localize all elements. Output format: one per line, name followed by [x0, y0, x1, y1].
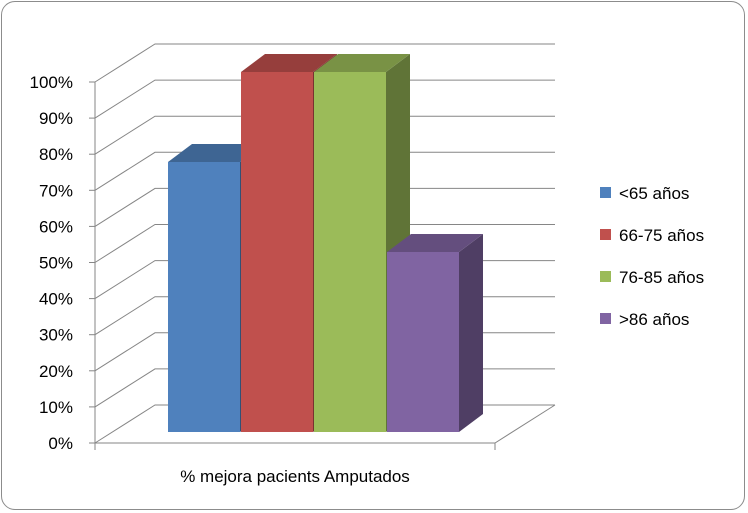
- gridline: [94, 187, 555, 227]
- x-category-label: % mejora pacients Amputados: [180, 467, 410, 486]
- y-tick-label: 60%: [39, 217, 73, 236]
- y-tick-label: 40%: [39, 290, 73, 309]
- gridline: [94, 43, 555, 83]
- legend-label: 66-75 años: [619, 226, 704, 245]
- gridline: [94, 224, 555, 263]
- y-tick-label: 90%: [39, 109, 73, 128]
- bar-3: [387, 234, 483, 432]
- bar-front: [241, 72, 313, 432]
- legend: <65 años 66-75 años 76-85 años >86 años: [600, 184, 704, 329]
- legend-swatch: [600, 313, 611, 324]
- legend-swatch: [600, 187, 611, 198]
- y-tick-label: 50%: [39, 254, 73, 273]
- bar-side: [459, 234, 483, 432]
- axis-layer: 0% 10% 20% 30% 40% 50% 60% 70% 80% 90% 100%: [30, 73, 496, 453]
- bar-front: [387, 252, 459, 432]
- y-tick-label: 30%: [39, 326, 73, 345]
- legend-label: >86 años: [619, 310, 689, 329]
- gridline: [94, 79, 555, 119]
- gridline: [94, 115, 555, 155]
- bar-2: [314, 54, 410, 432]
- bar-top: [241, 54, 337, 72]
- legend-label: 76-85 años: [619, 268, 704, 287]
- y-tick-label: 20%: [39, 362, 73, 381]
- legend-swatch: [600, 271, 611, 282]
- bar-top: [314, 54, 410, 72]
- bar-top: [387, 234, 483, 252]
- y-tick-label: 70%: [39, 181, 73, 200]
- legend-item: 76-85 años: [600, 268, 704, 287]
- y-tick-label: 80%: [39, 145, 73, 164]
- gridline: [94, 151, 555, 191]
- legend-swatch: [600, 229, 611, 240]
- y-tick-label: 0%: [48, 434, 73, 453]
- bar-layer: [168, 54, 483, 432]
- legend-item: <65 años: [600, 184, 689, 203]
- legend-label: <65 años: [619, 184, 689, 203]
- legend-item: 66-75 años: [600, 226, 704, 245]
- legend-item: >86 años: [600, 310, 689, 329]
- y-tick-label: 10%: [39, 398, 73, 417]
- bar-front: [314, 72, 386, 432]
- y-tick-label: 100%: [30, 73, 73, 92]
- bar-front: [168, 162, 240, 432]
- bar-top: [168, 144, 264, 162]
